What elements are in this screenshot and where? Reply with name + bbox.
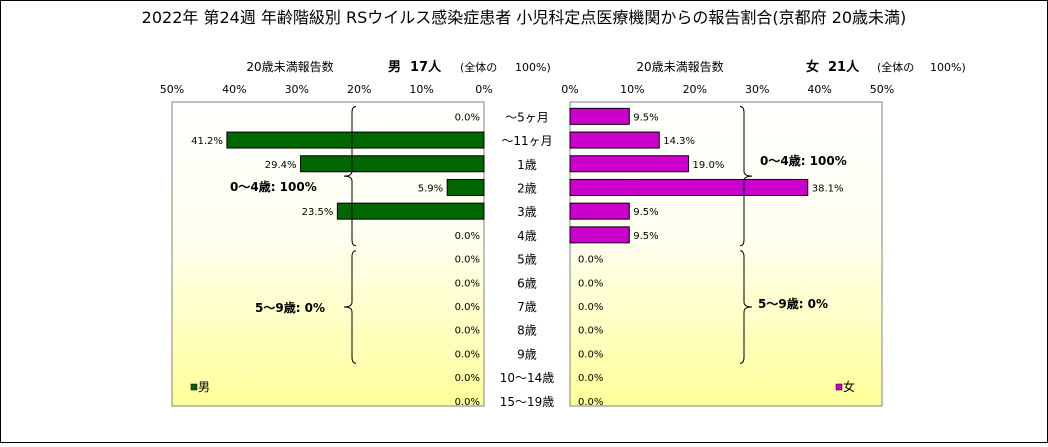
left-axis-tick-label: 0%	[475, 83, 492, 96]
male-value-label: 41.2%	[191, 136, 223, 147]
chart-title: 2022年 第24週 年齢階級別 RSウイルス感染症患者 小児科定点医療機関から…	[142, 8, 907, 27]
male-value-label: 0.0%	[455, 112, 480, 123]
left-sex-label: 男	[388, 60, 401, 75]
left-axis-tick-label: 40%	[222, 83, 246, 96]
female-bar	[569, 178, 809, 196]
female-legend-label: 女	[843, 379, 855, 394]
category-label: ～11ヶ月	[501, 134, 552, 148]
female-value-label: 0.0%	[578, 373, 603, 384]
category-label: 4歳	[517, 229, 537, 243]
male-value-label: 0.0%	[455, 231, 480, 242]
category-label: 6歳	[517, 276, 537, 290]
female-bar	[569, 131, 660, 149]
left-axis-tick-label: 20%	[347, 83, 371, 96]
category-label: 3歳	[517, 205, 537, 219]
category-label: 5歳	[517, 253, 537, 267]
female-value-label: 0.0%	[578, 278, 603, 289]
left-total-label: (全体の	[460, 60, 497, 74]
female-value-label: 9.5%	[633, 231, 658, 242]
right-axis-tick-label: 40%	[807, 83, 831, 96]
male-value-label: 0.0%	[455, 255, 480, 266]
category-label: ～5ヶ月	[505, 110, 549, 124]
left-total-pct: 100%)	[515, 61, 551, 74]
female-bar	[569, 226, 630, 244]
female-value-label: 0.0%	[578, 349, 603, 360]
right-axis-tick-label: 30%	[745, 83, 769, 96]
male-group-label-5-9: 5～9歳: 0%	[255, 300, 325, 315]
male-bar	[226, 131, 485, 149]
category-label: 1歳	[517, 158, 537, 172]
male-bar	[336, 202, 485, 220]
left-axis-tick-label: 50%	[160, 83, 184, 96]
female-value-label: 0.0%	[578, 255, 603, 266]
male-brace-0-4	[343, 106, 357, 247]
male-bar	[300, 155, 485, 173]
male-value-label: 0.0%	[455, 397, 480, 408]
female-bar	[569, 107, 630, 125]
right-count-label: 21人	[828, 59, 860, 75]
right-axis-tick-label: 50%	[870, 83, 894, 96]
right-axis-tick-label: 0%	[561, 83, 578, 96]
female-value-label: 9.5%	[633, 207, 658, 218]
male-value-label: 0.0%	[455, 326, 480, 337]
right-axis-tick-label: 20%	[683, 83, 707, 96]
female-bar	[569, 202, 630, 220]
right-total-pct: 100%)	[930, 61, 966, 74]
male-value-label: 29.4%	[265, 160, 297, 171]
right-sex-label: 女	[806, 59, 819, 75]
male-legend-label: 男	[198, 380, 210, 394]
category-label: 15～19歳	[500, 395, 555, 409]
male-value-label: 0.0%	[455, 373, 480, 384]
female-value-label: 0.0%	[578, 397, 603, 408]
male-brace-5-9	[343, 250, 357, 364]
male-value-label: 0.0%	[455, 349, 480, 360]
category-label: 9歳	[517, 347, 537, 361]
category-label: 10～14歳	[500, 371, 555, 385]
female-brace-0-4	[739, 106, 753, 247]
left-plot-area	[171, 101, 485, 407]
female-bar	[569, 155, 690, 173]
category-label: 7歳	[517, 300, 537, 314]
left-axis-tick-label: 30%	[285, 83, 309, 96]
female-value-label: 0.0%	[578, 302, 603, 313]
male-legend-swatch	[190, 383, 198, 391]
category-label: 8歳	[517, 324, 537, 338]
male-bar	[446, 178, 485, 196]
female-brace-5-9	[739, 250, 753, 364]
female-group-label-5-9: 5～9歳: 0%	[758, 296, 828, 311]
female-value-label: 0.0%	[578, 326, 603, 337]
left-axis-tick-label: 10%	[409, 83, 433, 96]
female-group-label-0-4: 0～4歳: 100%	[760, 153, 847, 168]
left-count-label: 17人	[410, 59, 442, 75]
female-legend-swatch	[835, 383, 843, 391]
right-header-label: 20歳未満報告数	[636, 59, 723, 74]
left-header-label: 20歳未満報告数	[246, 59, 333, 74]
right-plot-area	[569, 101, 883, 407]
right-axis-tick-label: 10%	[620, 83, 644, 96]
right-total-label: (全体の	[877, 60, 914, 74]
category-label: 2歳	[517, 181, 537, 195]
female-value-label: 38.1%	[812, 183, 844, 194]
male-value-label: 5.9%	[418, 183, 443, 194]
female-value-label: 14.3%	[663, 136, 695, 147]
female-value-label: 9.5%	[633, 112, 658, 123]
male-group-label-0-4: 0～4歳: 100%	[230, 179, 317, 194]
female-value-label: 19.0%	[693, 160, 725, 171]
male-value-label: 0.0%	[455, 278, 480, 289]
male-value-label: 0.0%	[455, 302, 480, 313]
male-value-label: 23.5%	[302, 207, 334, 218]
